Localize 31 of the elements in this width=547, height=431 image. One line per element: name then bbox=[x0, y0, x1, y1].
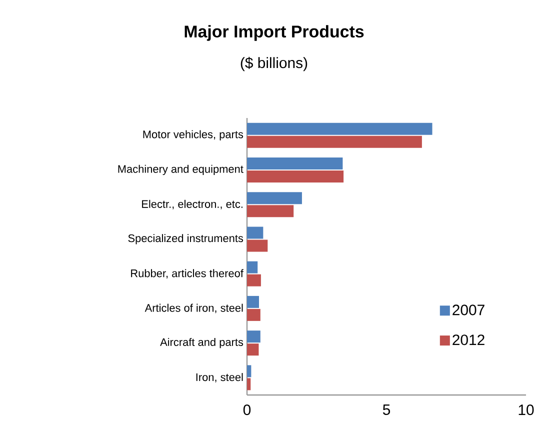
x-tick-label: 0 bbox=[243, 404, 251, 416]
bar bbox=[247, 170, 344, 182]
x-tick-label: 5 bbox=[382, 404, 390, 415]
legend-label: 2012 bbox=[452, 334, 484, 346]
bar bbox=[247, 226, 264, 239]
bar bbox=[247, 205, 294, 218]
bar bbox=[247, 378, 251, 390]
legend-label: 2007 bbox=[452, 304, 484, 316]
y-tick-label: Electr., electron., etc. bbox=[142, 200, 242, 210]
bar bbox=[247, 296, 259, 308]
y-tick-label: Articles of iron, steel bbox=[144, 304, 243, 314]
chart-title: Major Import Products bbox=[184, 25, 364, 41]
bar bbox=[247, 261, 258, 274]
y-tick-label: Machinery and equipment bbox=[118, 164, 244, 176]
x-tick-label: 10 bbox=[518, 404, 534, 416]
y-tick-label: Motor vehicles, parts bbox=[143, 130, 244, 140]
bar bbox=[247, 274, 261, 286]
bar bbox=[247, 344, 259, 356]
bar bbox=[247, 136, 422, 148]
bar bbox=[247, 122, 432, 135]
bar bbox=[247, 240, 268, 252]
bar bbox=[247, 157, 343, 170]
y-tick-label: Specialized instruments bbox=[128, 234, 244, 244]
chart-subtitle: ($ billions) bbox=[240, 56, 308, 72]
y-tick-label: Rubber, articles thereof bbox=[131, 269, 244, 278]
y-tick-label: Iron, steel bbox=[196, 373, 243, 382]
bar bbox=[247, 365, 252, 378]
bar bbox=[247, 308, 260, 321]
y-tick-label: Aircraft and parts bbox=[160, 338, 244, 348]
bar bbox=[247, 192, 302, 204]
bar bbox=[247, 330, 260, 343]
